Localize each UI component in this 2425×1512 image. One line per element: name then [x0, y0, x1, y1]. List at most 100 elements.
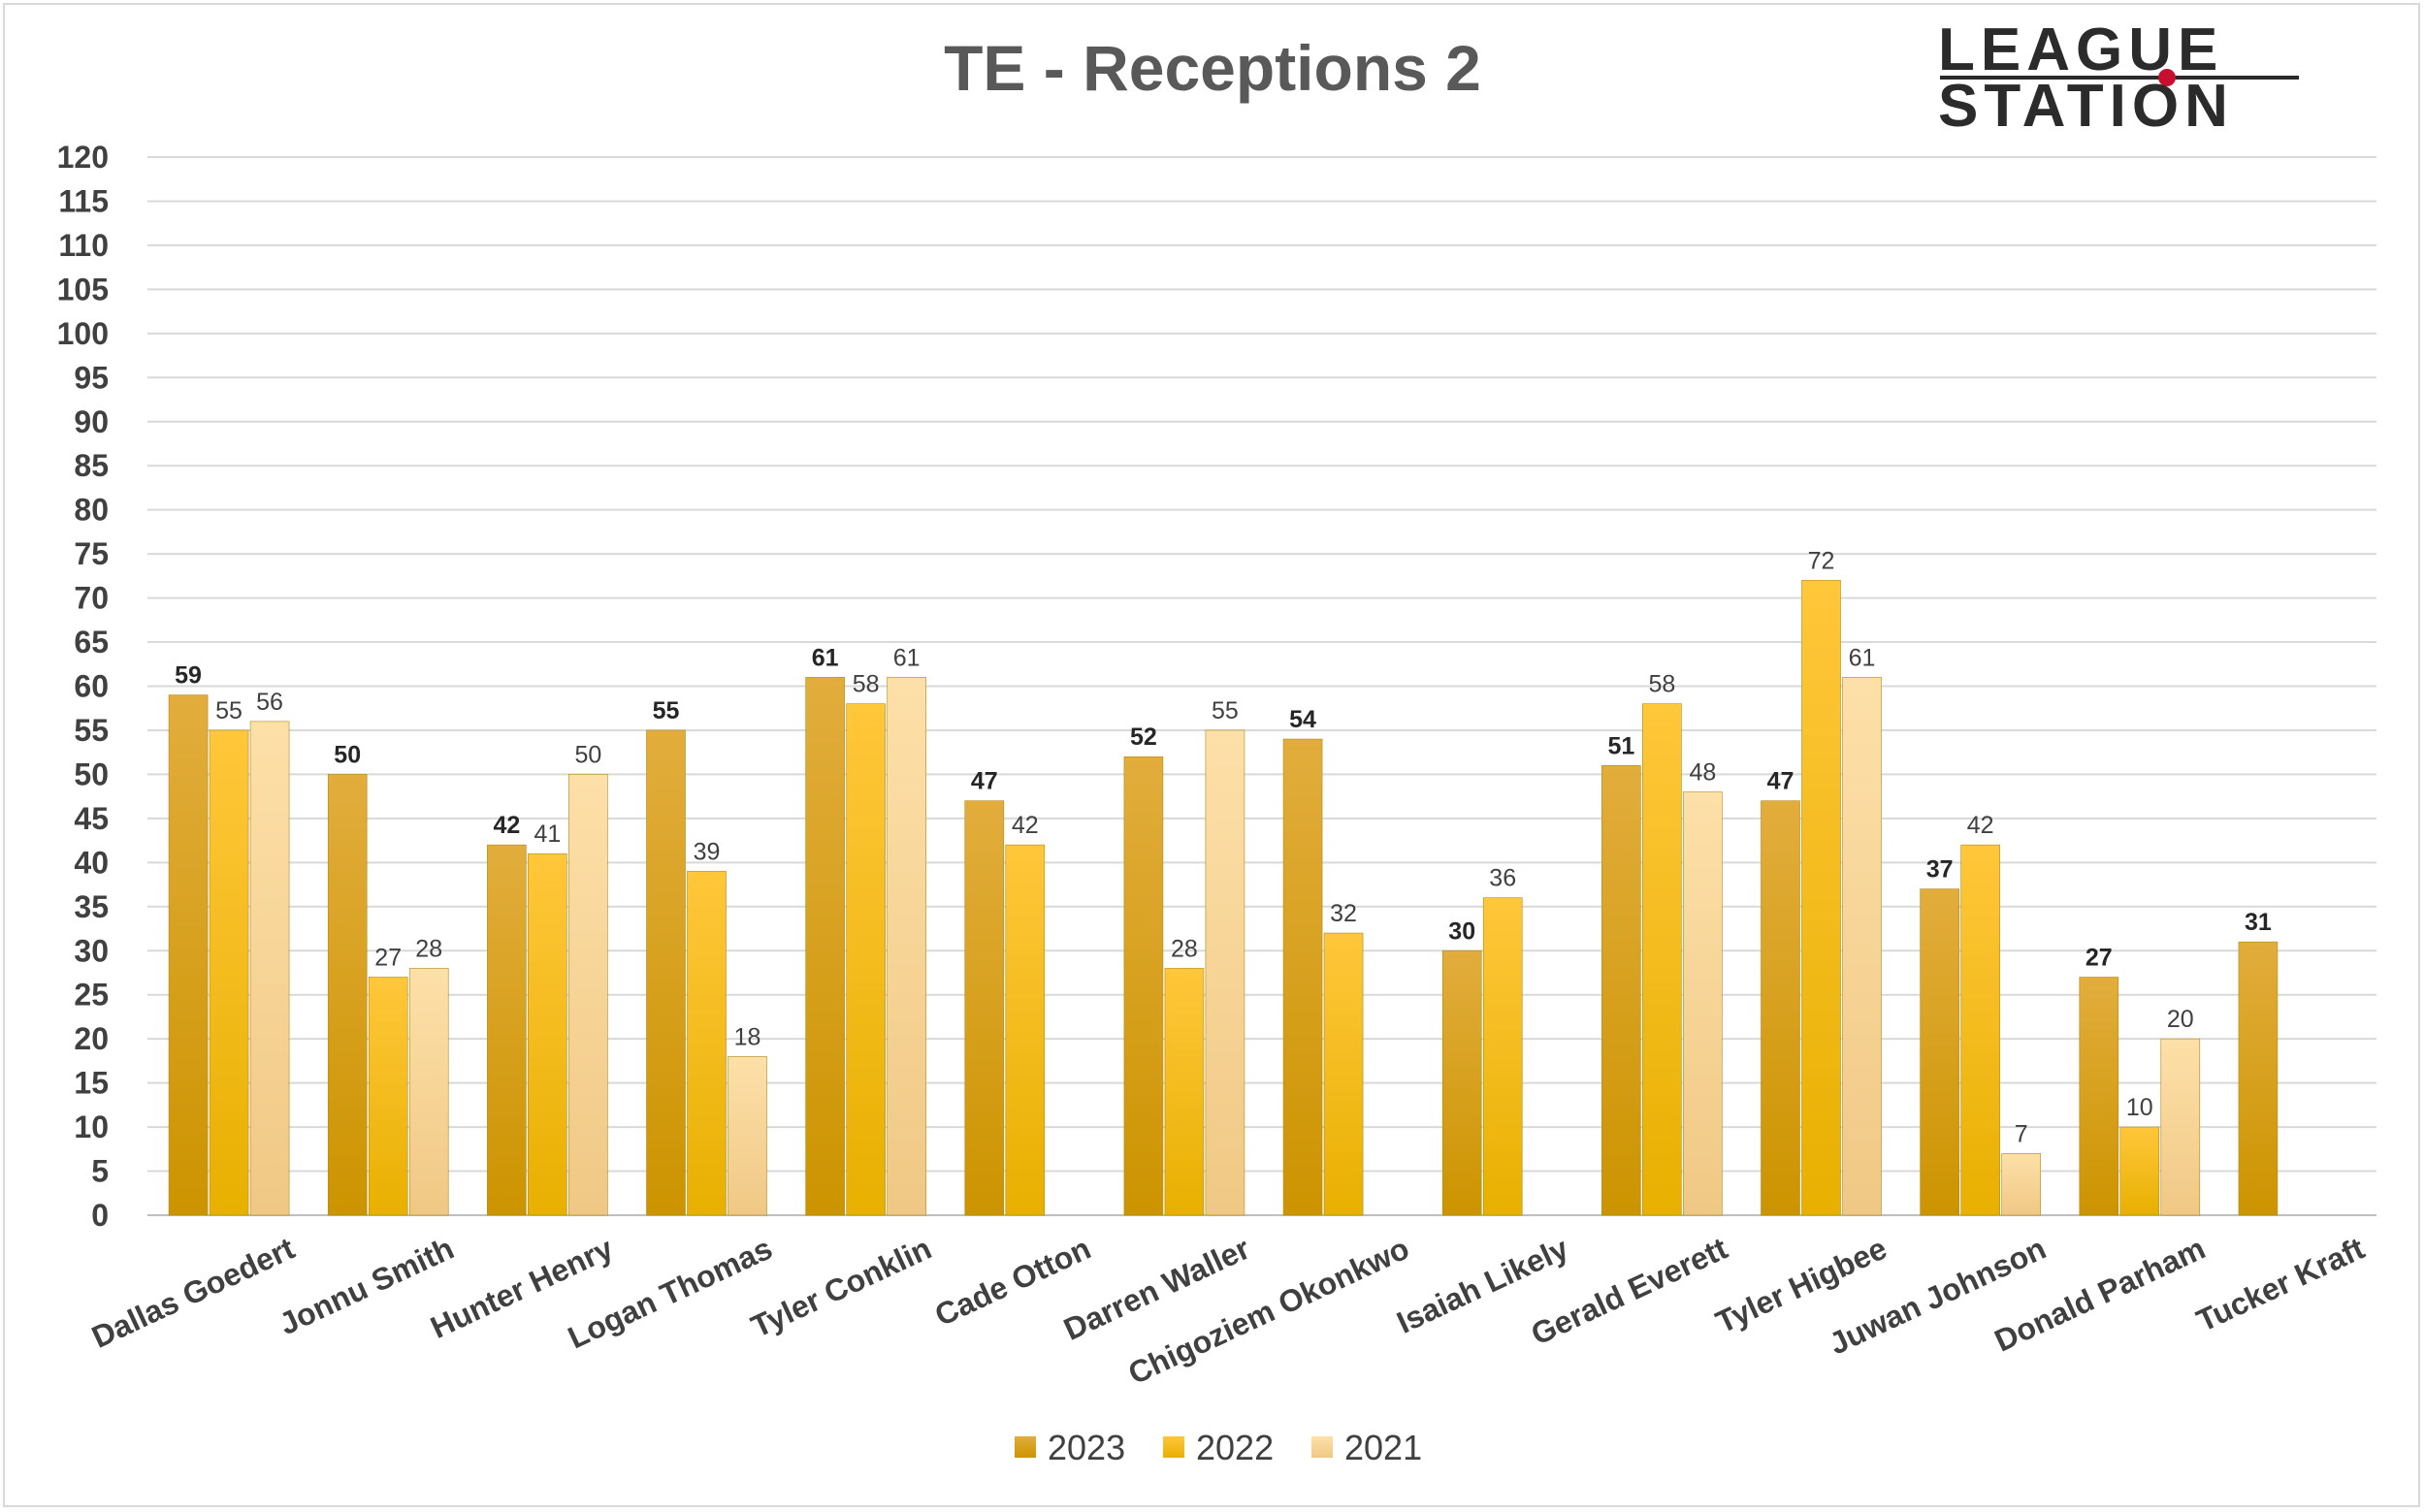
- y-tick-label: 15: [74, 1066, 109, 1101]
- y-tick-label: 20: [74, 1021, 109, 1056]
- x-tick-label: Chigoziem Okonkwo: [1123, 1231, 1414, 1392]
- data-label-2023: 47: [971, 768, 998, 795]
- bar-2023: [1282, 738, 1323, 1216]
- y-tick-label: 25: [74, 978, 109, 1013]
- bar-2022: [2119, 1126, 2160, 1216]
- y-tick-label: 75: [74, 536, 109, 571]
- y-tick-label: 55: [74, 713, 109, 748]
- data-label-2022: 39: [694, 838, 721, 865]
- data-label-2022: 58: [1648, 671, 1675, 698]
- league-station-logo: LEAGUE STATION: [1938, 16, 2299, 140]
- bar-2021: [1205, 729, 1245, 1216]
- data-label-2021: 28: [415, 935, 442, 962]
- bar-2021: [249, 721, 290, 1216]
- logo-line-2: STATION: [1938, 73, 2234, 140]
- legend-swatch-2022: [1163, 1436, 1184, 1458]
- data-label-2023: 61: [812, 644, 839, 671]
- y-tick-label: 110: [58, 228, 109, 263]
- data-label-2023: 50: [334, 741, 361, 768]
- y-tick-label: 0: [91, 1198, 109, 1233]
- data-label-2022: 36: [1489, 865, 1516, 892]
- bar-2023: [1441, 949, 1482, 1216]
- y-tick-label: 50: [74, 756, 109, 791]
- bar-2023: [1761, 800, 1800, 1216]
- data-label-2023: 42: [493, 812, 520, 839]
- data-label-2022: 72: [1808, 547, 1835, 574]
- logo-accent-dot: [2158, 69, 2176, 86]
- bar-2021: [568, 774, 608, 1216]
- bar-2021: [408, 968, 449, 1216]
- bar-2022: [368, 977, 408, 1216]
- bar-2023: [646, 729, 686, 1216]
- data-label-2021: 18: [734, 1023, 761, 1050]
- bar-2022: [209, 729, 249, 1216]
- x-tick-label: Dallas Goedert: [86, 1231, 300, 1355]
- data-label-2022: 42: [1012, 812, 1039, 839]
- data-label-2021: 56: [256, 689, 283, 716]
- bar-2023: [487, 844, 527, 1216]
- bar-2023: [168, 694, 209, 1216]
- data-label-2023: 27: [2086, 945, 2113, 972]
- data-label-2022: 58: [853, 671, 880, 698]
- bar-2022: [1642, 703, 1682, 1216]
- data-label-2023: 55: [653, 697, 680, 724]
- data-label-2023: 37: [1926, 856, 1954, 884]
- data-label-2021: 50: [574, 741, 601, 768]
- data-label-2022: 27: [374, 945, 402, 972]
- legend-label-2023: 2023: [1048, 1428, 1125, 1467]
- legend-swatch-2021: [1311, 1436, 1333, 1458]
- data-label-2023: 59: [175, 662, 202, 690]
- bar-2023: [1123, 756, 1164, 1216]
- data-label-2023: 52: [1130, 724, 1157, 751]
- y-tick-label: 5: [91, 1154, 109, 1189]
- bar-2022: [528, 853, 567, 1216]
- data-label-2022: 10: [2126, 1094, 2153, 1121]
- bar-2023: [2079, 977, 2119, 1216]
- bar-2021: [1683, 791, 1723, 1216]
- y-tick-label: 45: [74, 801, 109, 836]
- bar-2023: [1601, 765, 1641, 1216]
- data-label-2021: 20: [2167, 1006, 2194, 1033]
- y-tick-label: 80: [74, 493, 109, 528]
- bar-2022: [1323, 932, 1364, 1216]
- y-tick-label: 70: [74, 581, 109, 616]
- bar-2022: [846, 703, 886, 1216]
- data-label-2022: 28: [1171, 935, 1198, 962]
- data-label-2021: 7: [2015, 1120, 2028, 1147]
- data-label-2022: 32: [1330, 900, 1357, 927]
- chart-frame: [3, 3, 2420, 1507]
- bar-2023: [327, 774, 368, 1216]
- y-tick-label: 105: [57, 272, 109, 306]
- y-tick-label: 10: [74, 1110, 109, 1144]
- legend-swatch-2023: [1015, 1436, 1036, 1458]
- bar-2022: [687, 871, 727, 1216]
- bar-2022: [1482, 897, 1523, 1216]
- data-label-2022: 41: [534, 820, 561, 848]
- x-tick-label: Tucker Kraft: [2191, 1231, 2370, 1338]
- y-tick-label: 40: [74, 845, 109, 880]
- y-tick-label: 35: [74, 889, 109, 924]
- data-label-2021: 55: [1212, 697, 1239, 724]
- bar-2022: [1801, 580, 1841, 1216]
- bar-2022: [1164, 968, 1205, 1216]
- y-tick-label: 30: [74, 933, 109, 968]
- data-label-2021: 48: [1689, 759, 1716, 787]
- legend-label-2022: 2022: [1196, 1428, 1274, 1467]
- chart-title: TE - Receptions 2: [944, 32, 1481, 104]
- bar-2023: [2238, 941, 2279, 1216]
- bar-2021: [887, 677, 926, 1216]
- bar-2021: [1842, 677, 1882, 1216]
- y-tick-label: 65: [74, 625, 109, 659]
- bar-2021: [728, 1056, 767, 1216]
- y-tick-label: 90: [74, 404, 109, 439]
- data-label-2023: 47: [1767, 768, 1794, 795]
- bar-2022: [1960, 844, 2000, 1216]
- bar-2021: [2001, 1153, 2041, 1216]
- data-label-2022: 42: [1967, 812, 1994, 839]
- legend-label-2021: 2021: [1344, 1428, 1422, 1467]
- y-tick-label: 85: [74, 448, 109, 483]
- y-tick-label: 115: [58, 183, 109, 218]
- y-tick-label: 95: [74, 360, 109, 395]
- y-tick-label: 120: [57, 140, 109, 175]
